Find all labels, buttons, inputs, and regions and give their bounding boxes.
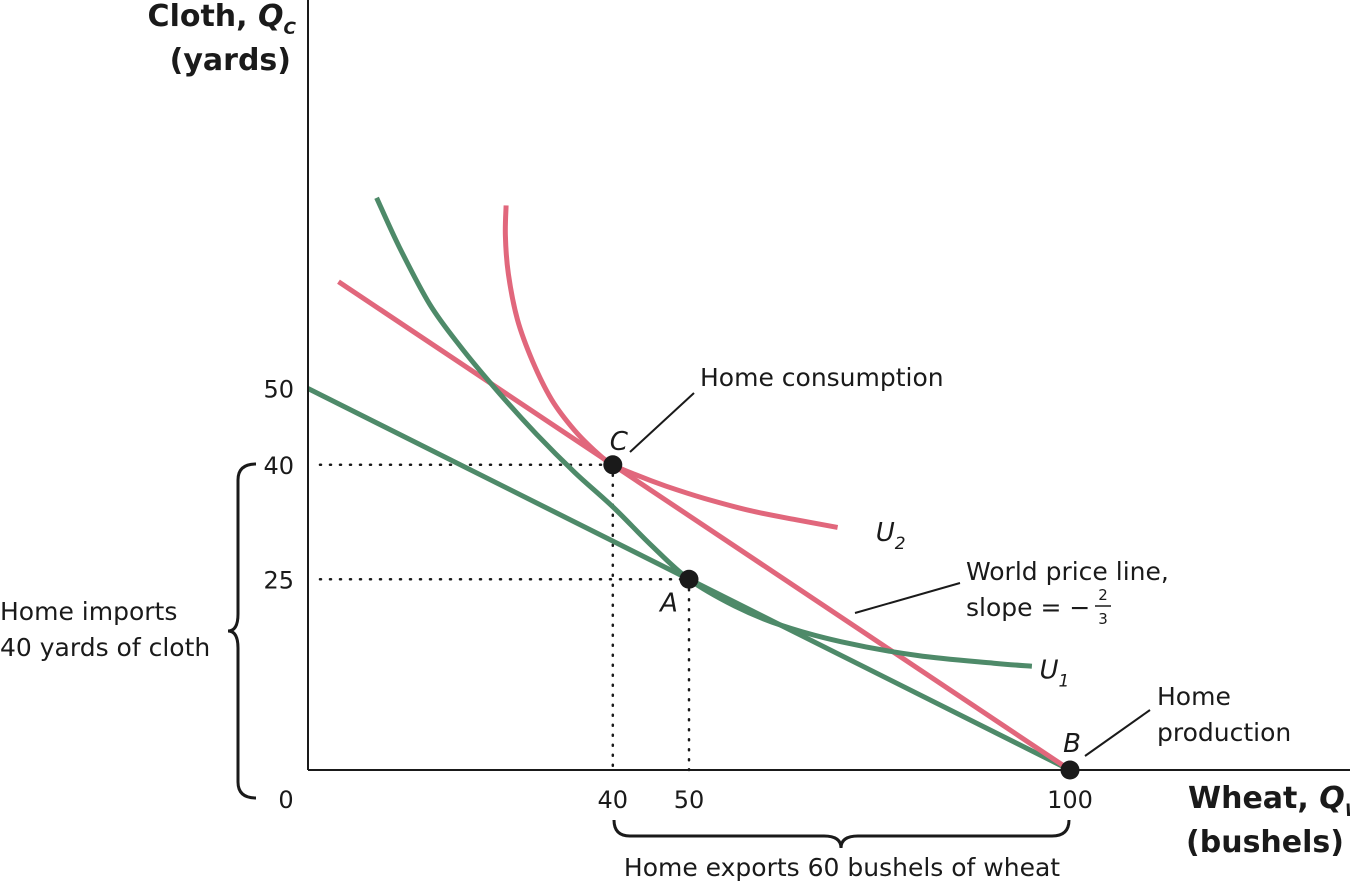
axes-layer [307,0,1350,771]
imports-label-1: Home imports [0,597,177,626]
world-price-label: World price line, [966,557,1169,586]
y-axis-unit: (yards) [170,43,291,78]
u2-curve [502,205,839,530]
home-production-label-1: Home [1157,682,1231,711]
exports-brace [612,819,1071,849]
exports-label: Home exports 60 bushels of wheat [624,853,1060,882]
y-tick-50: 50 [263,376,294,404]
point-a [679,569,699,589]
world-price-leader [854,582,961,614]
point-a-label: A [658,588,678,618]
slope-numerator: 2 [1098,586,1108,604]
y-tick-25: 25 [263,566,294,594]
imports-label-2: 40 yards of cloth [0,633,210,662]
curves-layer [306,196,1072,773]
home-production-label-2: production [1157,718,1291,747]
point-c-label: C [610,427,629,457]
imports-brace [227,462,257,800]
y-axis-title: Cloth, QC [148,0,297,39]
home-production-leader [1084,709,1151,757]
point-c [603,455,623,475]
x-tick-100: 100 [1047,786,1093,814]
home-consumption-label: Home consumption [700,363,944,392]
x-axis-unit: (bushels) [1186,825,1344,860]
point-b [1060,760,1080,780]
x-tick-40: 40 [598,786,629,814]
origin-label: 0 [278,786,293,814]
tick-labels: 40 50 100 25 40 50 [263,376,1092,815]
curve-labels: U1 U2 [876,518,1070,691]
slope-denominator: 3 [1098,610,1108,628]
u2-label: U2 [876,518,906,554]
x-axis-title: Wheat, QW [1188,781,1350,821]
home-consumption-leader [629,392,695,453]
dotted-guides [318,463,691,772]
points-layer: C A B [603,427,1081,780]
point-b-label: B [1063,729,1081,759]
world-price-line [337,279,1072,773]
u1-label: U1 [1040,655,1070,691]
u1-curve [374,196,1033,669]
slope-label: slope = − [966,593,1090,622]
y-tick-40: 40 [263,452,294,480]
x-tick-50: 50 [674,786,705,814]
